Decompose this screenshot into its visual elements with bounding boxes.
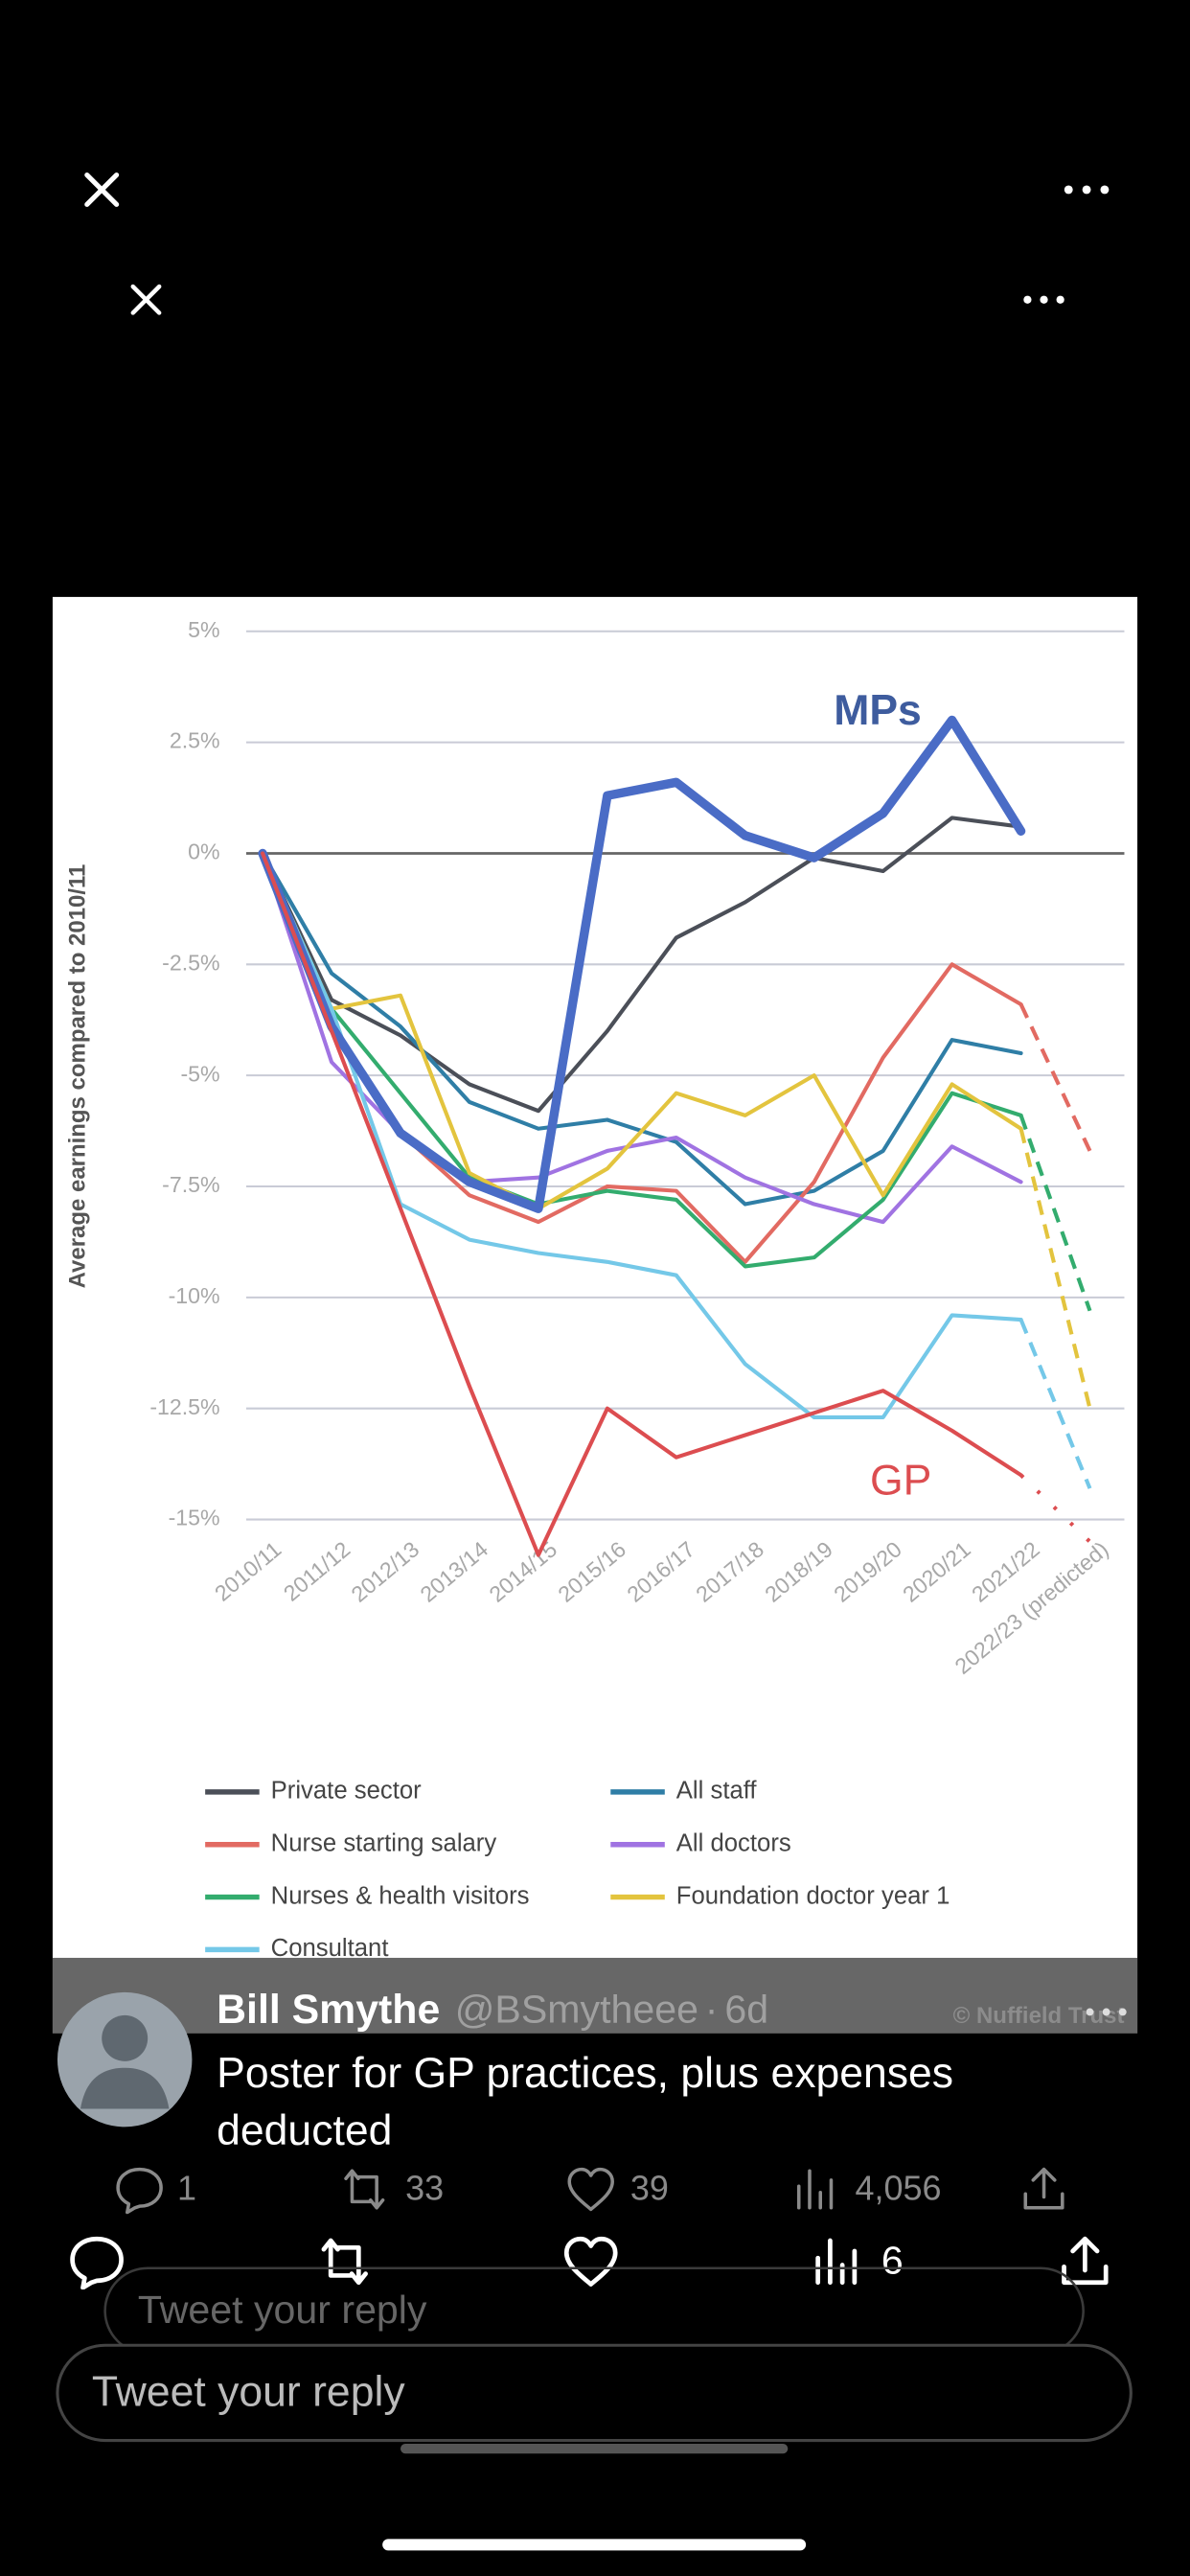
legend-label: Consultant xyxy=(271,1935,389,1962)
y-axis-label: Average earnings compared to 2010/11 xyxy=(65,864,91,1289)
chart-source: © Nuffield Trust xyxy=(953,2003,1125,2029)
share-button[interactable] xyxy=(1064,2239,1107,2283)
like-count: 39 xyxy=(630,2169,669,2208)
reply-icon[interactable] xyxy=(116,2167,163,2215)
home-indicator[interactable] xyxy=(382,2539,807,2551)
y-tick-label: -7.5% xyxy=(162,1172,219,1197)
like-icon[interactable] xyxy=(567,2167,614,2212)
projected-line xyxy=(1018,1115,1092,1312)
y-tick-label: -12.5% xyxy=(149,1394,219,1419)
legend-label: Nurse starting salary xyxy=(271,1830,497,1857)
avatar-body xyxy=(80,2067,170,2109)
caption-band xyxy=(52,1957,1138,2034)
tweet-time: 6d xyxy=(724,1987,768,2031)
home-indicator-back xyxy=(400,2444,789,2454)
retweet-count: 33 xyxy=(405,2169,444,2208)
more-button-back[interactable] xyxy=(1023,295,1064,304)
legend-label: Private sector xyxy=(271,1778,422,1805)
retweet-icon[interactable] xyxy=(344,2169,385,2210)
y-tick-label: 5% xyxy=(188,617,219,642)
projected-line xyxy=(1018,1003,1092,1152)
share-icon[interactable] xyxy=(1023,2167,1064,2210)
legend-label: All doctors xyxy=(676,1830,791,1857)
y-tick-label: -10% xyxy=(169,1283,220,1308)
avatar-head xyxy=(102,2014,149,2061)
author-handle[interactable]: @BSmytheee xyxy=(455,1987,698,2031)
series-line xyxy=(258,715,1026,1213)
author-name[interactable]: Bill Smythe xyxy=(217,1987,440,2033)
tweet-more[interactable] xyxy=(1086,2008,1127,2016)
views-icon[interactable] xyxy=(796,2169,834,2210)
series-line xyxy=(261,851,1023,1557)
like-button[interactable] xyxy=(566,2239,615,2284)
reply-placeholder: Tweet your reply xyxy=(138,2288,427,2332)
close-button-back[interactable] xyxy=(130,284,162,315)
tweet-overlay: Bill Smythe @BSmytheee · 6d Poster for G… xyxy=(56,1987,1133,2551)
reply-placeholder: Tweet your reply xyxy=(92,2368,405,2415)
tweet-text: Poster for GP practices, plus expenses xyxy=(217,2050,953,2097)
series-line xyxy=(261,851,1023,1211)
separator: · xyxy=(705,1987,719,2031)
close-button[interactable] xyxy=(84,172,120,207)
series-annotation: GP xyxy=(870,1458,931,1505)
views-button[interactable] xyxy=(818,2241,855,2283)
y-tick-label: 2.5% xyxy=(170,728,220,753)
legend-label: All staff xyxy=(676,1778,758,1805)
tweet-text: deducted xyxy=(217,2107,392,2154)
y-tick-label: 0% xyxy=(188,840,219,864)
legend-label: Nurses & health visitors xyxy=(271,1882,530,1909)
reply-count: 1 xyxy=(177,2169,196,2208)
retweet-button[interactable] xyxy=(324,2241,366,2283)
y-tick-label: -5% xyxy=(180,1061,219,1086)
series-line xyxy=(261,851,1023,1420)
views-count: 6 xyxy=(881,2238,904,2282)
legend-label: Foundation doctor year 1 xyxy=(676,1882,950,1909)
y-tick-label: -2.5% xyxy=(162,950,219,975)
views-count: 4,056 xyxy=(856,2169,942,2208)
y-tick-label: -15% xyxy=(169,1506,220,1530)
projected-line xyxy=(1019,1473,1091,1544)
series-line xyxy=(261,851,1023,1269)
more-button[interactable] xyxy=(1064,185,1110,195)
reply-box[interactable] xyxy=(56,2343,1133,2443)
series-annotation: MPs xyxy=(834,687,922,734)
projected-line xyxy=(1018,1319,1092,1489)
series-line xyxy=(261,816,1023,1114)
chart-image[interactable]: Average earnings compared to 2010/11 5% 2… xyxy=(52,596,1138,2034)
reply-button[interactable] xyxy=(73,2239,122,2288)
